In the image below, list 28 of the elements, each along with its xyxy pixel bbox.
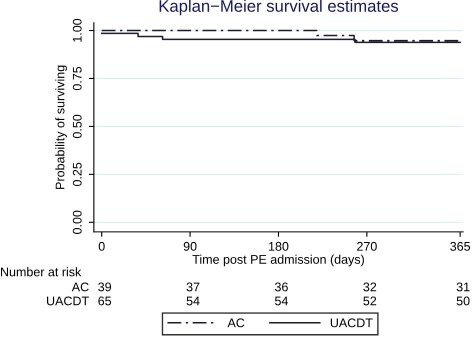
text: UACDT (47, 296, 89, 306)
y-tick-label: 0.75 (72, 66, 82, 90)
text: 54 (274, 296, 288, 306)
text: 39 (98, 282, 112, 292)
y-axis-title: Probability of surviving (55, 66, 67, 189)
text: 65 (98, 296, 112, 306)
y-tick-label: 1.00 (72, 18, 82, 42)
y-tick-label: 0.25 (72, 162, 82, 186)
text: 50 (456, 296, 470, 306)
text: 54 (186, 296, 200, 306)
text: Number at risk (1, 267, 82, 276)
legend-label: UACDT (330, 318, 373, 328)
x-tick-label: 270 (357, 242, 377, 251)
x-tick-label: 365 (450, 242, 470, 251)
text: AC (72, 282, 89, 292)
text: 52 (363, 296, 376, 306)
x-tick-label: 180 (269, 242, 288, 251)
x-tick-label: 90 (184, 242, 197, 251)
text: 36 (274, 282, 288, 292)
x-axis-title: Time post PE admission (days) (192, 254, 364, 266)
text: 37 (186, 282, 200, 292)
text: 32 (363, 282, 376, 292)
text: 31 (456, 282, 470, 292)
chart-title: Kaplan−Meier survival estimates (160, 0, 398, 16)
legend-label: AC (227, 318, 244, 328)
y-tick-label: 0.50 (72, 114, 82, 138)
y-tick-label: 0.00 (72, 210, 82, 234)
x-tick-label: 0 (98, 242, 105, 251)
